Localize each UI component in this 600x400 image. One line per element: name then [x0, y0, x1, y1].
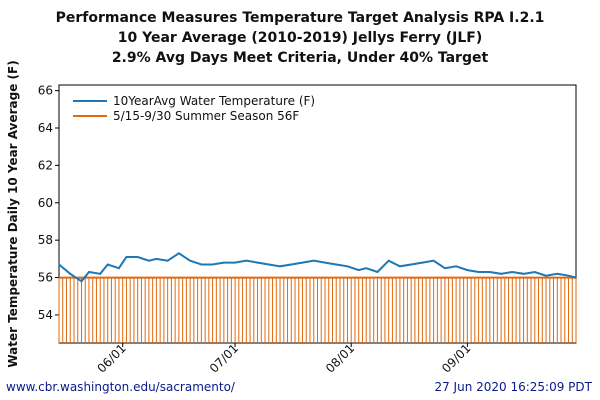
temperature-point — [178, 252, 180, 255]
temperature-point — [118, 267, 120, 270]
temperature-point — [223, 261, 225, 264]
temperature-point — [80, 280, 83, 283]
temperature-point — [301, 261, 304, 264]
source-url-link[interactable]: www.cbr.washington.edu/sacramento/ — [6, 380, 235, 394]
temperature-point — [166, 259, 169, 262]
temperature-point — [69, 273, 72, 275]
temperature-point — [357, 269, 360, 271]
x-tick-label: 08/01 — [323, 341, 357, 375]
y-tick-label: 56 — [38, 271, 53, 285]
temperature-point — [575, 276, 577, 279]
temperature-point — [511, 271, 514, 273]
temperature-point — [365, 267, 368, 270]
temperature-point — [125, 256, 128, 258]
temperature-point — [533, 271, 536, 273]
temperature-point — [489, 271, 491, 273]
temperature-point — [387, 259, 390, 262]
temperature-point — [290, 263, 293, 266]
temperature-point — [466, 269, 469, 271]
temperature-point — [522, 273, 525, 275]
temperature-point — [432, 259, 435, 262]
temperature-point — [335, 263, 338, 266]
temperature-point — [410, 263, 412, 266]
temperature-point — [567, 274, 570, 277]
temperature-point — [106, 263, 109, 266]
temperature-point — [58, 263, 60, 266]
temperature-point — [545, 274, 547, 277]
chart-title-line-3: 2.9% Avg Days Meet Criteria, Under 40% T… — [111, 50, 489, 66]
temperature-point — [500, 273, 502, 275]
y-tick-label: 62 — [38, 158, 53, 172]
temperature-point — [376, 271, 379, 273]
temperature-point — [88, 271, 90, 273]
temperature-point — [211, 263, 214, 266]
temperature-point — [556, 273, 559, 275]
temperature-point — [477, 271, 480, 273]
temperature-point — [189, 259, 191, 262]
x-tick-label: 06/01 — [94, 341, 128, 375]
temperature-point — [155, 258, 158, 260]
temperature-point — [200, 263, 203, 266]
temperature-point — [312, 259, 315, 262]
temperature-point — [245, 259, 248, 262]
temperature-point — [148, 259, 150, 262]
chart-title-line-1: Performance Measures Temperature Target … — [55, 10, 545, 26]
temperature-point — [234, 261, 236, 264]
temperature-point — [421, 261, 424, 264]
legend-label-temperature: 10YearAvg Water Temperature (F) — [113, 94, 315, 108]
x-tick-label: 07/01 — [207, 341, 241, 375]
temperature-point — [279, 265, 281, 268]
x-tick-label: 09/01 — [439, 341, 473, 375]
y-axis-label: Water Temperature Daily 10 Year Average … — [6, 60, 20, 367]
chart-title-line-2: 10 Year Average (2010-2019) Jellys Ferry… — [117, 30, 483, 46]
temperature-point — [256, 261, 259, 264]
y-tick-label: 58 — [38, 233, 53, 247]
temperature-point — [399, 265, 401, 268]
temperature-point — [324, 261, 326, 264]
temperature-point — [346, 265, 349, 268]
temperature-point — [267, 263, 270, 266]
legend-label-target: 5/15-9/30 Summer Season 56F — [113, 109, 299, 123]
temperature-point — [444, 267, 446, 270]
y-tick-label: 66 — [38, 84, 53, 98]
temperature-point — [136, 256, 139, 258]
generated-timestamp: 27 Jun 2020 16:25:09 PDT — [434, 380, 592, 394]
y-tick-label: 54 — [38, 308, 53, 322]
temperature-point — [455, 265, 457, 268]
temperature-point — [99, 273, 102, 275]
y-tick-label: 60 — [38, 196, 53, 210]
y-tick-label: 64 — [38, 121, 53, 135]
